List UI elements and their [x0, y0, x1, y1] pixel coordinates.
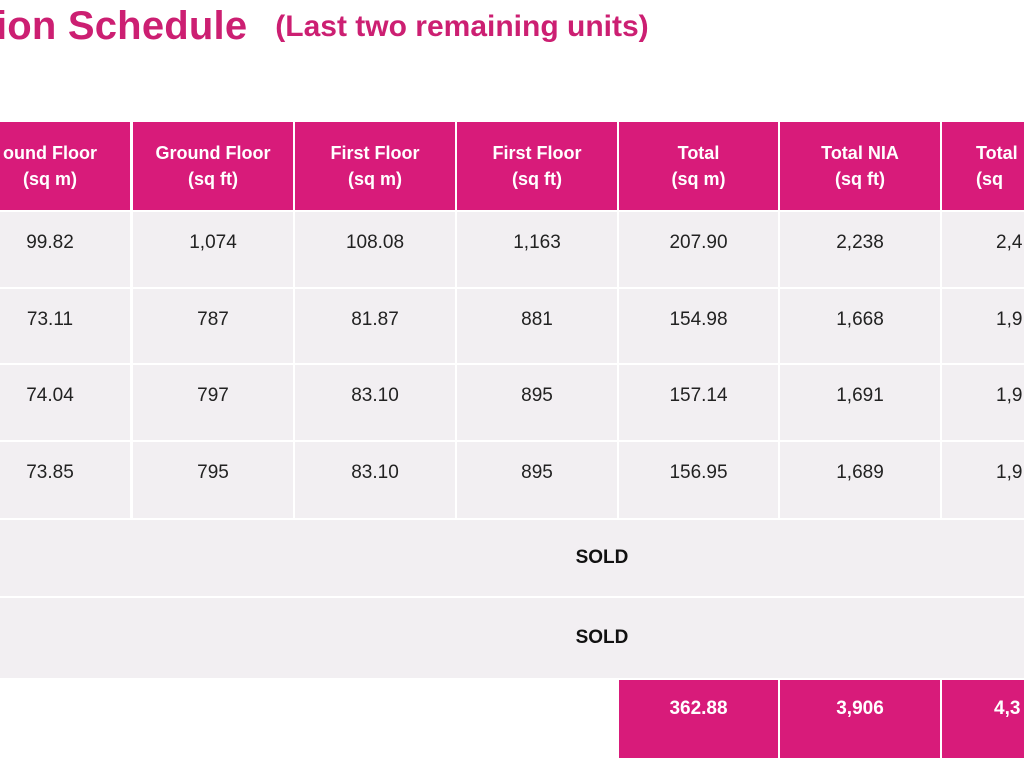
table-cell: 83.10: [295, 365, 455, 440]
title-main: ation Schedule: [0, 4, 248, 48]
sold-label: SOLD: [575, 627, 629, 648]
cell-value: 895: [521, 462, 553, 483]
cell-value: 73.85: [26, 462, 74, 483]
slide-title: ation Schedule (Last two remaining units): [0, 4, 649, 49]
cell-value: 1,163: [513, 232, 561, 253]
cell-value: 1,9: [996, 462, 1023, 483]
cell-value: 1,691: [836, 385, 884, 406]
header-line1: Total: [976, 143, 1018, 163]
cell-value: 1,9: [996, 385, 1023, 406]
cell-value: 1,074: [189, 232, 237, 253]
header-first-floor-sqm: First Floor (sq m): [295, 122, 455, 210]
table-cell: 2,4: [942, 212, 1024, 287]
cell-value: 2,238: [836, 232, 884, 253]
header-line2: (sq ft): [835, 169, 885, 189]
table-cell: 795: [133, 442, 293, 518]
table-cell: 1,668: [780, 289, 940, 363]
header-line2: (sq m): [671, 169, 726, 189]
table-cell: 1,9: [942, 289, 1024, 363]
table-cell: 74.04: [0, 365, 130, 440]
cell-value: 787: [197, 309, 229, 330]
header-first-floor-sqft: First Floor (sq ft): [457, 122, 617, 210]
cell-value: 156.95: [669, 462, 728, 483]
table-cell: 73.85: [0, 442, 130, 518]
cell-value: 83.10: [351, 462, 399, 483]
cell-value: 74.04: [26, 385, 74, 406]
table-cell: 787: [133, 289, 293, 363]
cell-value: 797: [197, 385, 229, 406]
cell-value: 207.90: [669, 232, 728, 253]
table-cell: 207.90: [619, 212, 778, 287]
table-cell: 73.11: [0, 289, 130, 363]
table-cell: 83.10: [295, 442, 455, 518]
table-cell: 1,074: [133, 212, 293, 287]
sold-row: SOLD: [0, 598, 1024, 678]
header-line2: (sq: [976, 169, 1003, 189]
cell-value: 1,9: [996, 309, 1023, 330]
header-ground-floor-sqm: ound Floor (sq m): [0, 122, 130, 210]
table-cell: 1,163: [457, 212, 617, 287]
cell-value: 81.87: [351, 309, 399, 330]
header-total-sqm: Total (sq m): [619, 122, 778, 210]
table-cell: 797: [133, 365, 293, 440]
table-cell: 881: [457, 289, 617, 363]
cell-value: 795: [197, 462, 229, 483]
header-ground-floor-sqft: Ground Floor (sq ft): [133, 122, 293, 210]
total-value: 3,906: [836, 698, 884, 719]
table-cell: 156.95: [619, 442, 778, 518]
header-line2: (sq ft): [512, 169, 562, 189]
cell-value: 895: [521, 385, 553, 406]
cell-value: 1,689: [836, 462, 884, 483]
header-total-nia-sqft: Total NIA (sq ft): [780, 122, 940, 210]
title-subtitle: (Last two remaining units): [275, 10, 649, 43]
table-cell: 1,9: [942, 365, 1024, 440]
header-line1: First Floor: [330, 143, 420, 163]
header-line2: (sq m): [23, 169, 77, 189]
table-cell: 895: [457, 365, 617, 440]
sold-row: SOLD: [0, 520, 1024, 596]
table-cell: 895: [457, 442, 617, 518]
cell-value: 99.82: [26, 232, 74, 253]
table-cell: 157.14: [619, 365, 778, 440]
cell-value: 157.14: [669, 385, 728, 406]
header-line1: First Floor: [492, 143, 582, 163]
cell-value: 881: [521, 309, 553, 330]
header-line2: (sq ft): [188, 169, 238, 189]
total-value: 362.88: [669, 698, 728, 719]
total-gia: 4,3: [942, 680, 1024, 758]
table-cell: 1,689: [780, 442, 940, 518]
table-cell: 1,691: [780, 365, 940, 440]
sold-label: SOLD: [575, 547, 629, 568]
cell-value: 1,668: [836, 309, 884, 330]
header-line1: Ground Floor: [155, 143, 271, 163]
cell-value: 154.98: [669, 309, 728, 330]
table-cell: 2,238: [780, 212, 940, 287]
table-cell: 99.82: [0, 212, 130, 287]
cell-value: 108.08: [345, 232, 405, 253]
header-total-gia: Total (sq: [942, 122, 1024, 210]
total-value: 4,3: [994, 698, 1021, 719]
cell-value: 83.10: [351, 385, 399, 406]
table-cell: 108.08: [295, 212, 455, 287]
total-nia-sqft: 3,906: [780, 680, 940, 758]
header-line1: ound Floor: [3, 143, 97, 163]
cell-value: 2,4: [996, 232, 1023, 253]
table-cell: 81.87: [295, 289, 455, 363]
header-line2: (sq m): [348, 169, 402, 189]
header-line1: Total: [677, 143, 720, 163]
table-cell: 154.98: [619, 289, 778, 363]
table-cell: 1,9: [942, 442, 1024, 518]
header-line1: Total NIA: [821, 143, 899, 163]
total-sqm: 362.88: [619, 680, 778, 758]
cell-value: 73.11: [26, 309, 74, 330]
